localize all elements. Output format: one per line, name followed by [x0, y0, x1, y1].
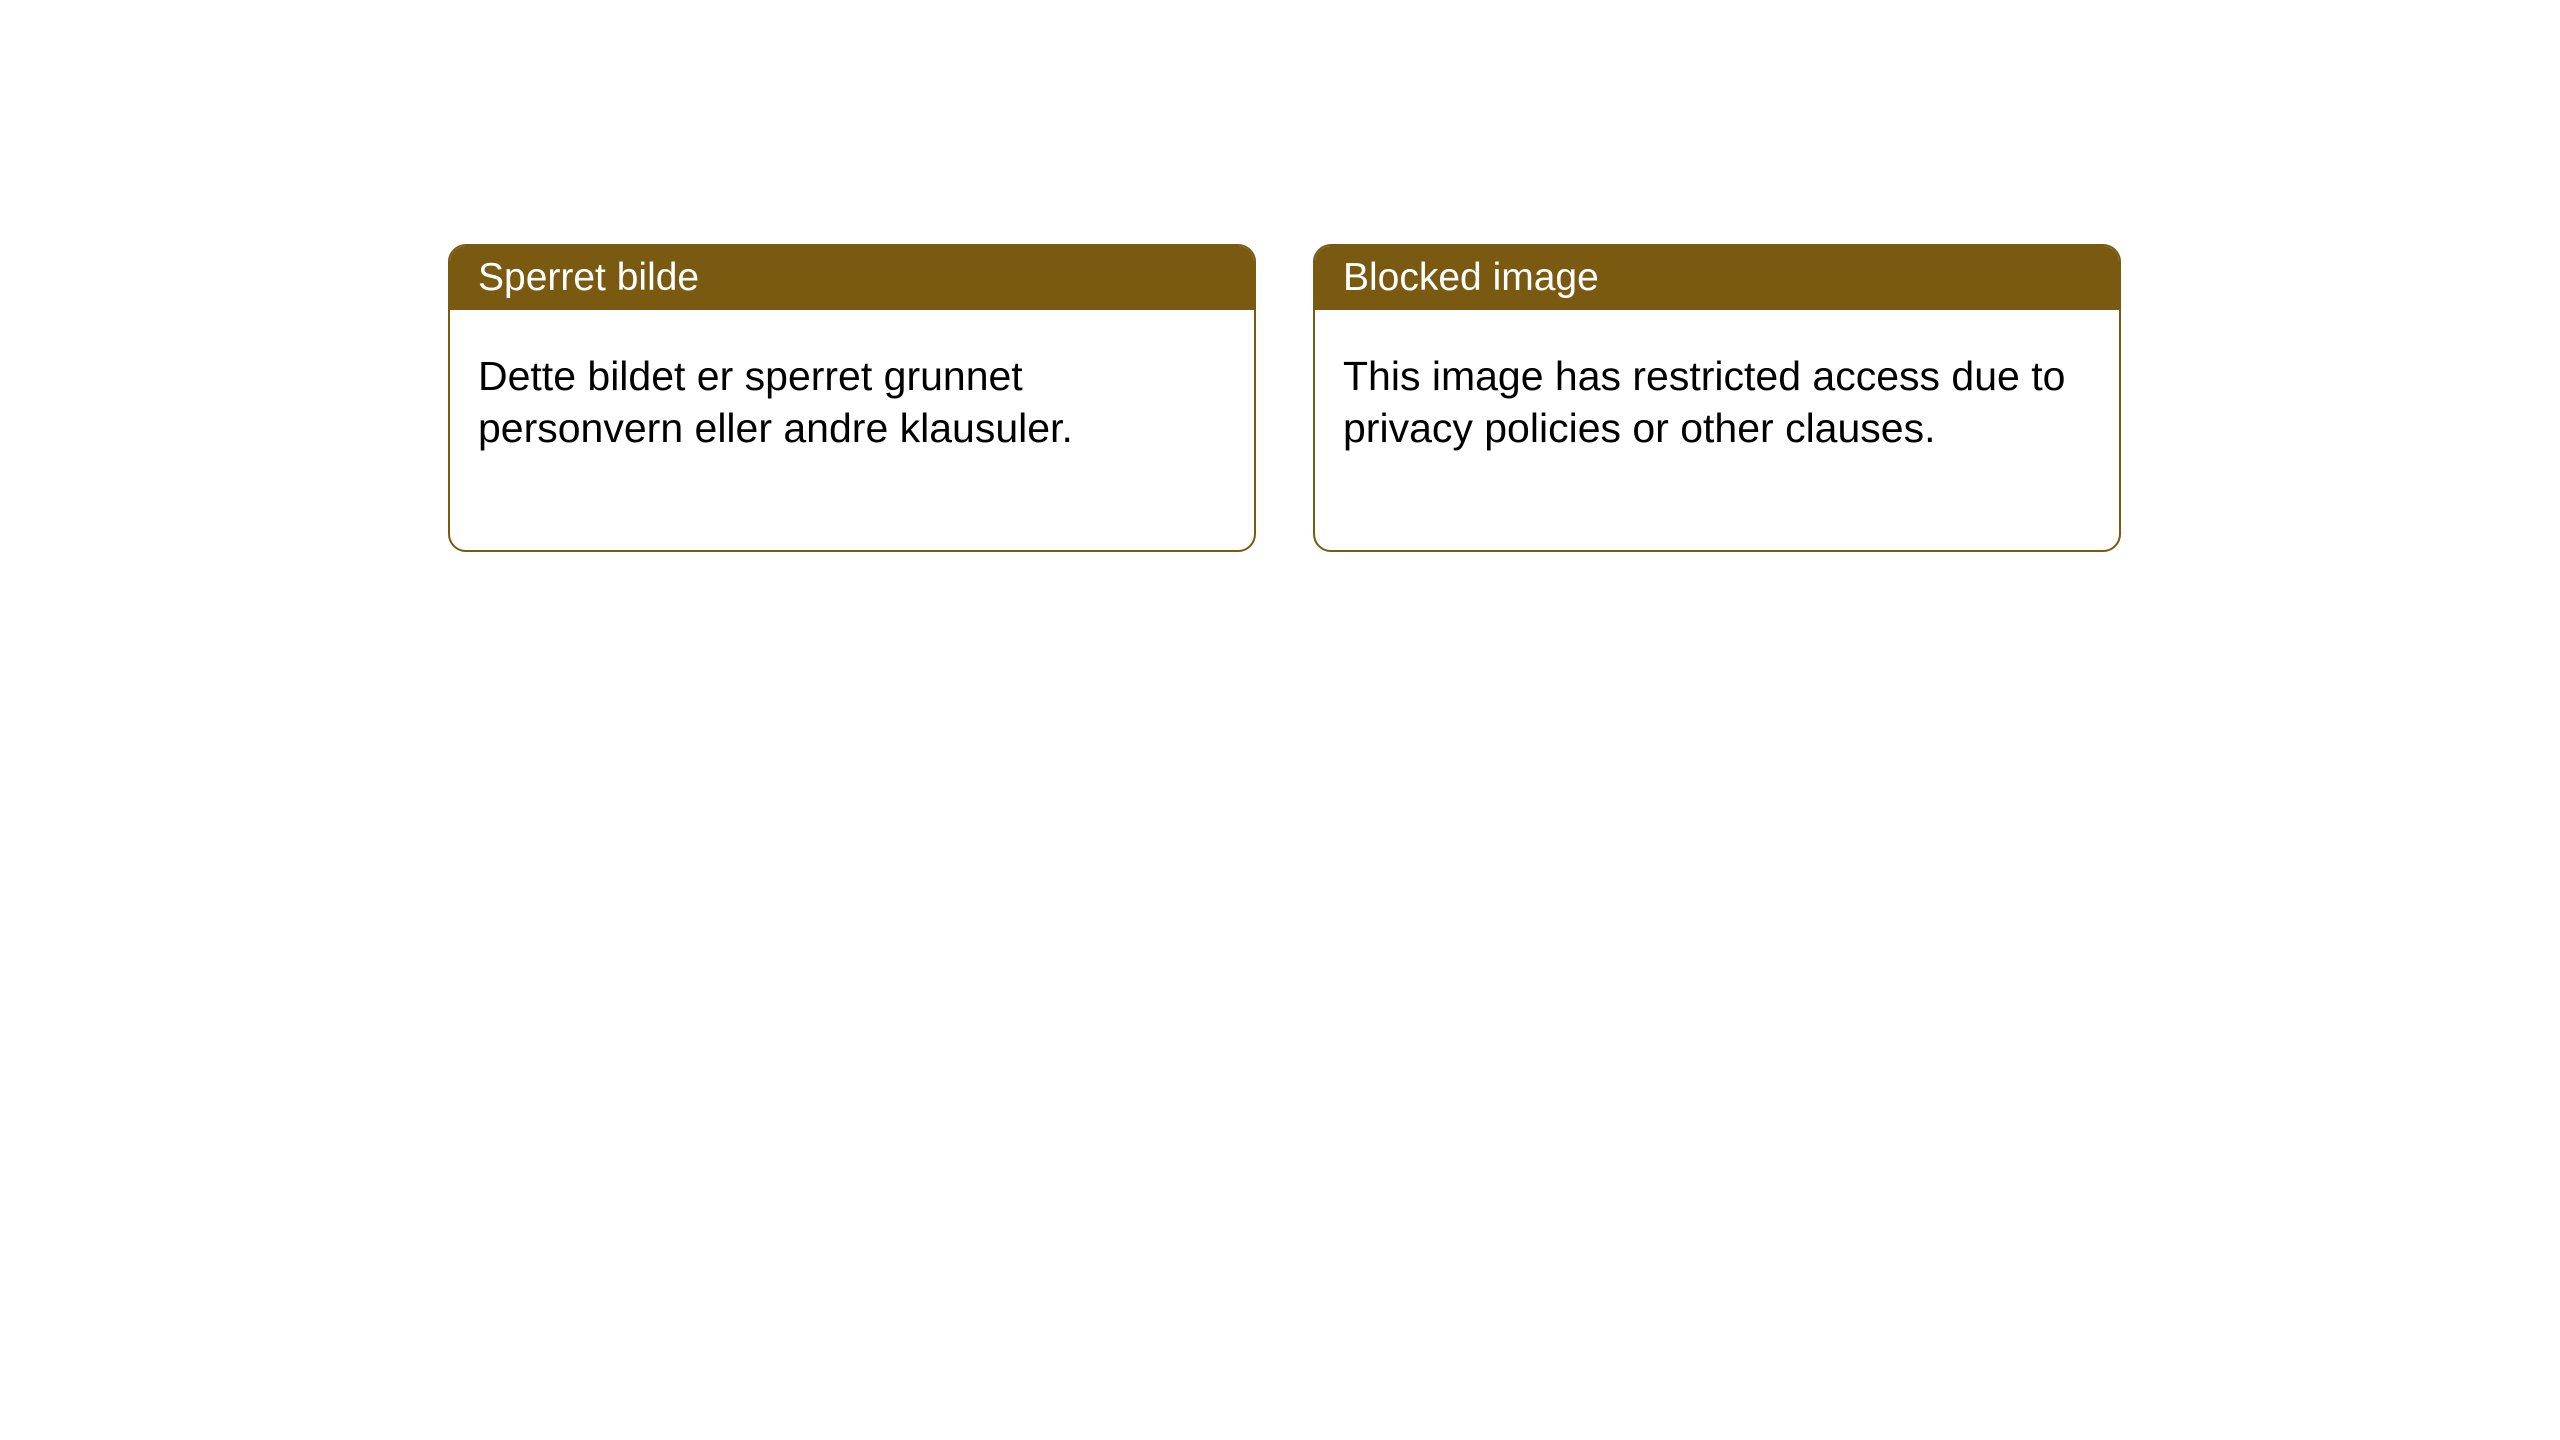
- notice-body-en: This image has restricted access due to …: [1315, 310, 2119, 550]
- notice-header-no: Sperret bilde: [450, 246, 1254, 310]
- notice-card-no: Sperret bilde Dette bildet er sperret gr…: [448, 244, 1256, 552]
- notice-card-en: Blocked image This image has restricted …: [1313, 244, 2121, 552]
- notice-body-no: Dette bildet er sperret grunnet personve…: [450, 310, 1254, 550]
- notice-header-en: Blocked image: [1315, 246, 2119, 310]
- notice-container: Sperret bilde Dette bildet er sperret gr…: [448, 244, 2121, 552]
